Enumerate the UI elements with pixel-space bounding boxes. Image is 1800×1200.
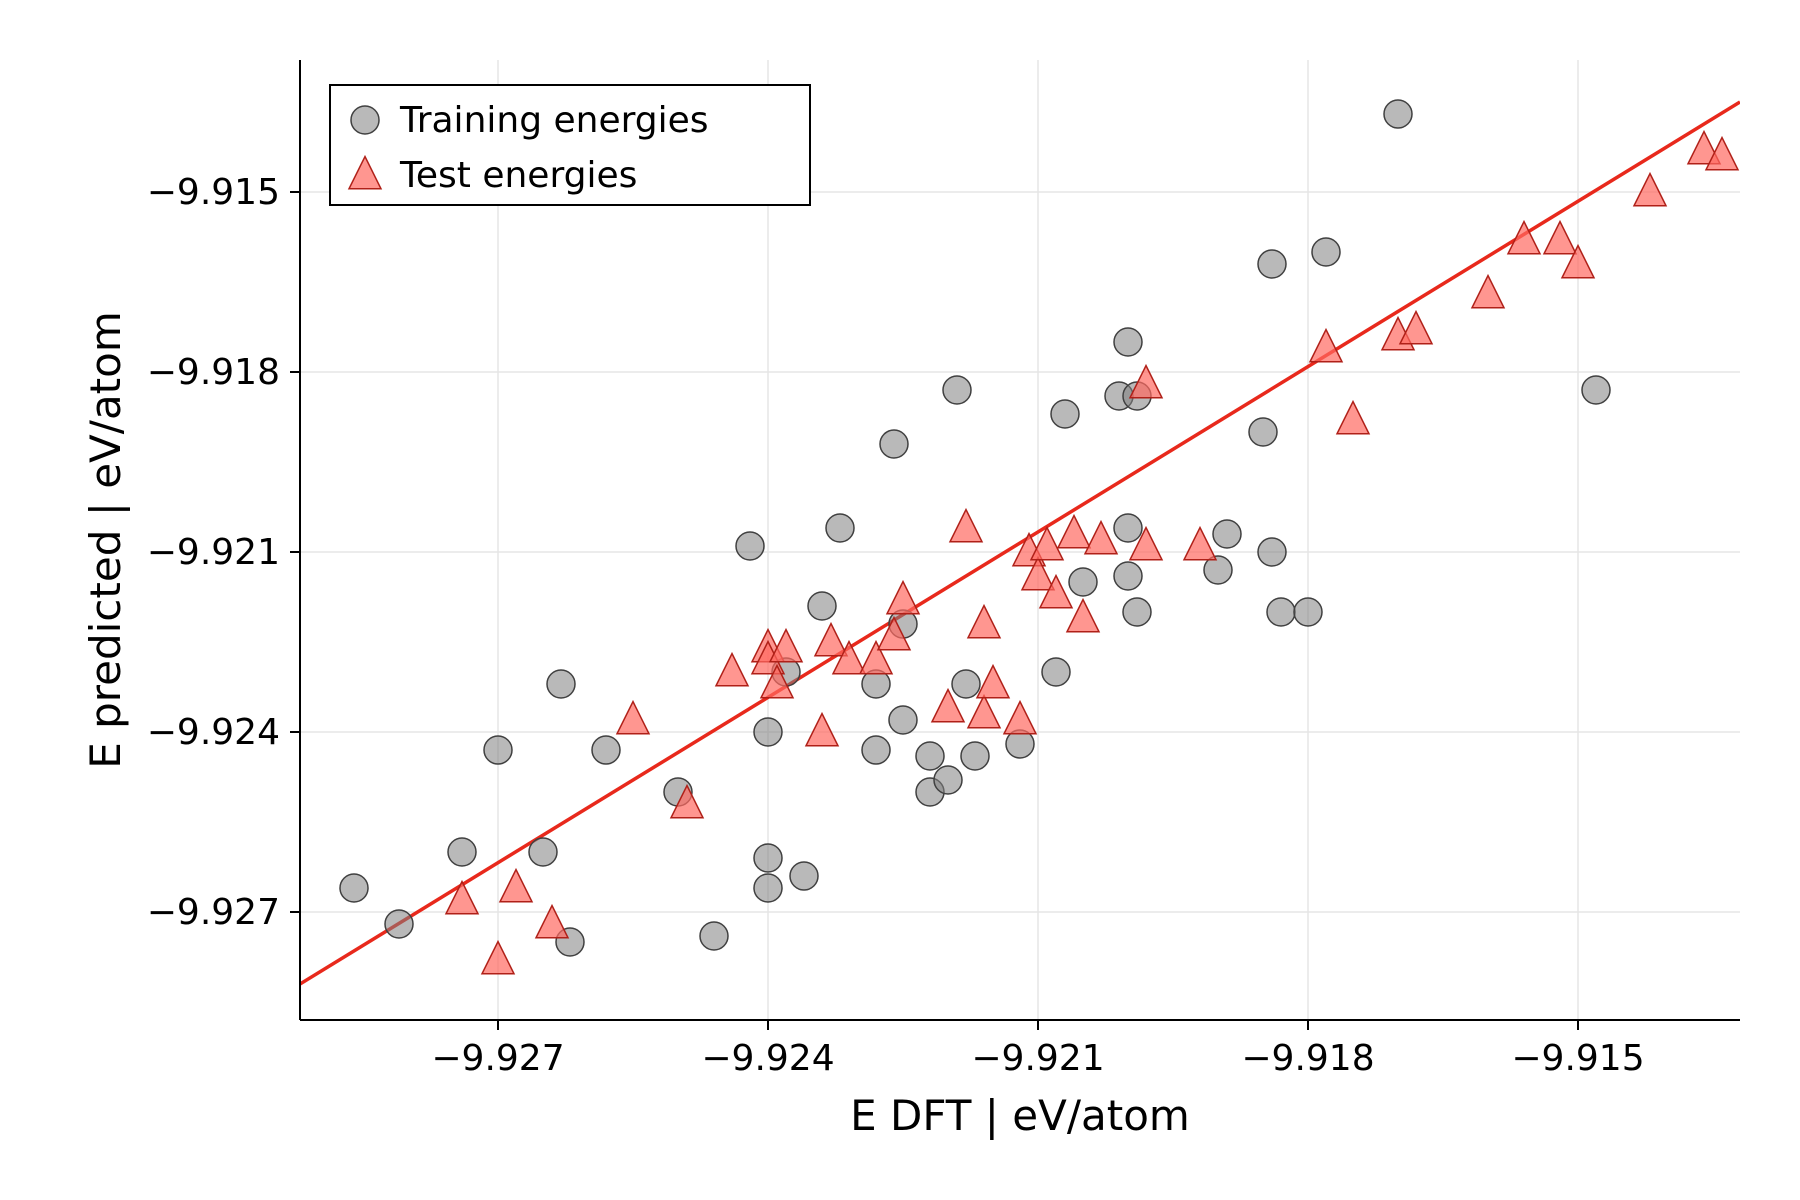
y-axis-label: E predicted | eV/atom: [81, 311, 130, 769]
training-point: [754, 874, 782, 902]
training-point: [736, 532, 764, 560]
training-point: [961, 742, 989, 770]
training-point: [889, 706, 917, 734]
y-tick-label: −9.918: [147, 352, 280, 393]
training-point: [1042, 658, 1070, 686]
legend: Training energies Test energies: [330, 85, 810, 205]
y-tick-label: −9.927: [147, 892, 280, 933]
x-tick-label: −9.915: [1511, 1038, 1644, 1079]
y-tick-label: −9.921: [147, 532, 280, 573]
y-tick-label: −9.924: [147, 712, 280, 753]
training-point: [1249, 418, 1277, 446]
training-point: [592, 736, 620, 764]
x-tick-label: −9.927: [431, 1038, 564, 1079]
training-point: [484, 736, 512, 764]
y-tick-label: −9.915: [147, 172, 280, 213]
training-point: [1294, 598, 1322, 626]
training-point: [790, 862, 818, 890]
training-point: [754, 844, 782, 872]
training-point: [862, 736, 890, 764]
legend-item-label: Training energies: [399, 100, 709, 141]
training-point: [934, 766, 962, 794]
training-point: [1114, 328, 1142, 356]
training-point: [1258, 250, 1286, 278]
training-point: [700, 922, 728, 950]
training-point: [1582, 376, 1610, 404]
x-axis-label: E DFT | eV/atom: [850, 1091, 1190, 1140]
training-point: [1114, 562, 1142, 590]
x-tick-label: −9.924: [701, 1038, 834, 1079]
training-point: [754, 718, 782, 746]
training-point: [385, 910, 413, 938]
training-point: [1069, 568, 1097, 596]
training-point: [943, 376, 971, 404]
training-point: [547, 670, 575, 698]
training-point: [952, 670, 980, 698]
chart-svg: −9.927 −9.924 −9.921 −9.918 −9.915 −9.927 −9.9…: [0, 0, 1800, 1200]
training-point: [1123, 598, 1151, 626]
training-point: [1051, 400, 1079, 428]
legend-item-label: Test energies: [399, 155, 637, 196]
training-point: [340, 874, 368, 902]
energy-parity-chart: −9.927 −9.924 −9.921 −9.918 −9.915 −9.927 −9.9…: [0, 0, 1800, 1200]
legend-marker-circle: [351, 106, 379, 134]
training-point: [1114, 514, 1142, 542]
training-point: [808, 592, 836, 620]
training-point: [1384, 100, 1412, 128]
training-point: [1267, 598, 1295, 626]
training-point: [1312, 238, 1340, 266]
training-point: [448, 838, 476, 866]
training-point: [880, 430, 908, 458]
training-point: [529, 838, 557, 866]
x-tick-label: −9.921: [971, 1038, 1104, 1079]
training-point: [826, 514, 854, 542]
training-point: [1258, 538, 1286, 566]
training-point: [916, 742, 944, 770]
training-point: [1213, 520, 1241, 548]
x-tick-label: −9.918: [1241, 1038, 1374, 1079]
